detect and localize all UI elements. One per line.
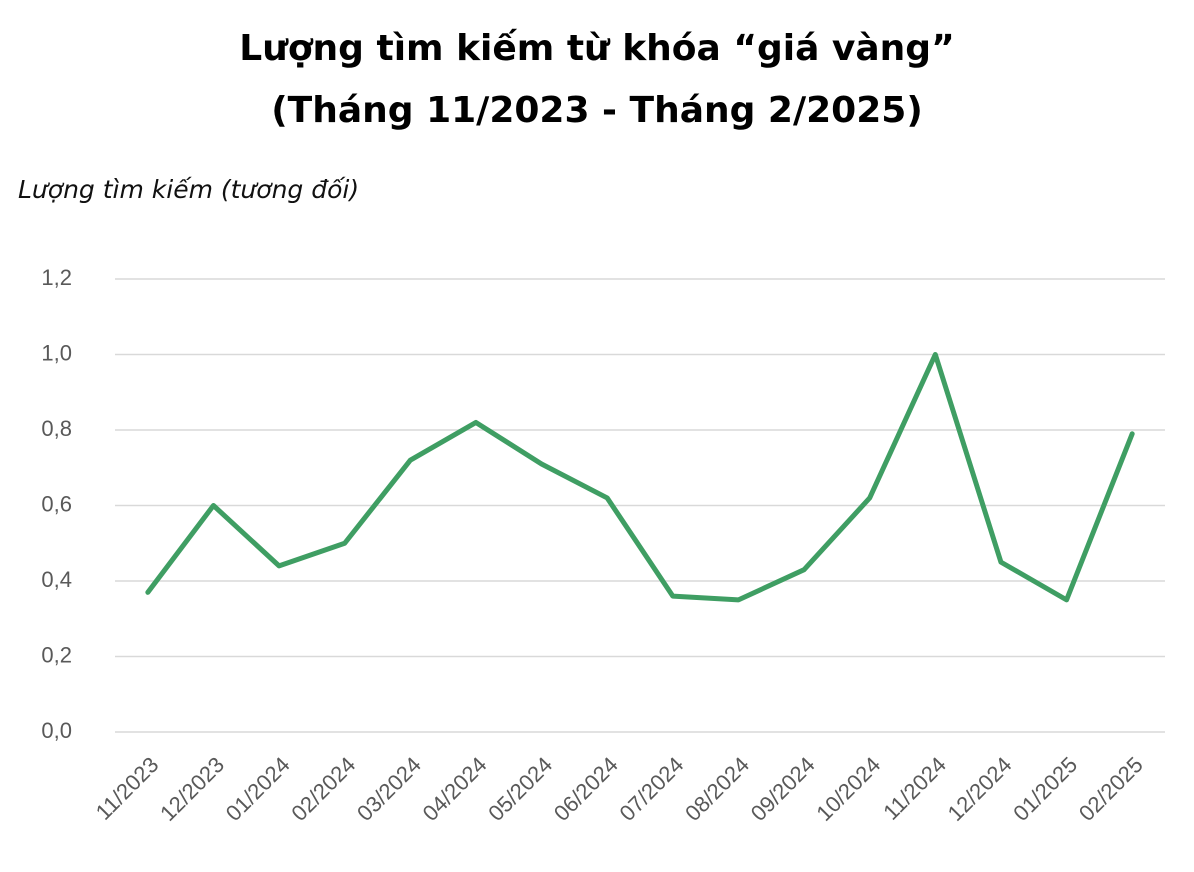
- chart-title: Lượng tìm kiếm từ khóa “giá vàng”: [239, 28, 954, 69]
- x-tick-label: 02/2024: [286, 752, 360, 826]
- y-axis-label: Lượng tìm kiếm (tương đối): [18, 175, 359, 204]
- x-tick-label: 06/2024: [549, 752, 623, 826]
- x-tick-label: 08/2024: [680, 752, 754, 826]
- y-tick-label: 1,2: [41, 265, 72, 290]
- y-tick-label: 0,8: [41, 416, 72, 441]
- y-tick-label: 0,4: [41, 567, 72, 592]
- x-tick-label: 01/2025: [1008, 752, 1082, 826]
- x-tick-label: 11/2024: [878, 752, 951, 825]
- x-tick-label: 03/2024: [352, 752, 426, 826]
- chart-subtitle: (Tháng 11/2023 - Tháng 2/2025): [271, 90, 923, 131]
- y-tick-label: 1,0: [41, 340, 72, 365]
- data-line: [145, 352, 1135, 603]
- x-tick-label: 01/2024: [221, 752, 295, 826]
- y-tick-label: 0,2: [41, 642, 72, 667]
- x-tick-label: 12/2024: [943, 752, 1017, 826]
- x-tick-label: 12/2023: [155, 752, 229, 826]
- x-tick-label: 11/2023: [91, 752, 164, 825]
- x-tick-label: 05/2024: [483, 752, 557, 826]
- x-tick-label: 07/2024: [615, 752, 689, 826]
- x-tick-label: 09/2024: [746, 752, 820, 826]
- x-tick-label: 10/2024: [811, 752, 885, 826]
- x-tick-label: 04/2024: [418, 752, 492, 826]
- y-tick-label: 0,0: [41, 718, 72, 743]
- y-tick-label: 0,6: [41, 491, 72, 516]
- x-tick-label: 02/2025: [1074, 752, 1148, 826]
